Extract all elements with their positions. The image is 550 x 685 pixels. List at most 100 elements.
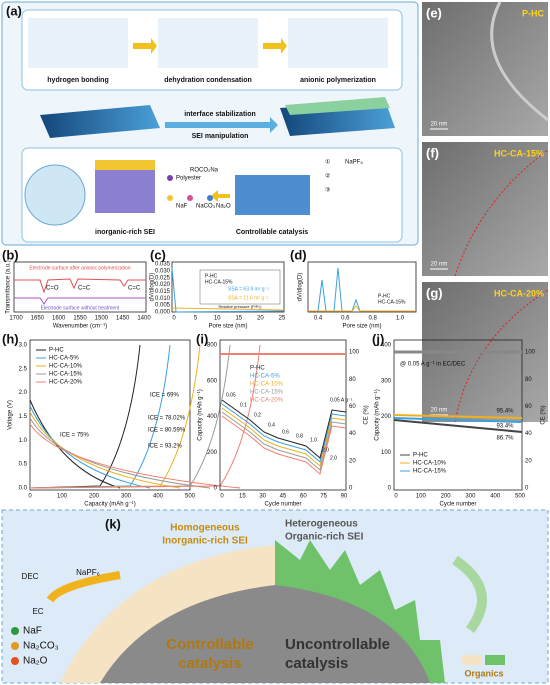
ice-label: ICE = 78.02% <box>148 416 186 422</box>
plot-frame <box>29 339 191 491</box>
note: Electrode surface without treatment <box>41 305 120 311</box>
rate-label: 0.8 <box>296 433 303 439</box>
ice-label: ICE = 69% <box>150 393 180 399</box>
legend-label: P-HC <box>49 348 64 354</box>
arrow-label: SEI manipulation <box>192 133 249 140</box>
x-tick-label: 90 <box>341 494 348 500</box>
note: Electrode surface after anionic polymeri… <box>29 265 130 271</box>
caption: catalysis <box>285 655 348 672</box>
legend-label: HC-CA-20% <box>250 398 284 404</box>
legend-label: P-HC <box>413 453 428 459</box>
caption: inorganic-rich SEI <box>95 229 155 236</box>
panel-label: (b) <box>2 247 19 262</box>
legend-label: HC-CA-15% <box>250 390 284 396</box>
x-tick-label: 1450 <box>116 316 130 322</box>
legend-label: Na₂O <box>23 656 48 667</box>
legend-label: NaCO₃ <box>196 204 216 210</box>
rate-label: 2.0 <box>322 447 329 453</box>
legend-dot <box>11 627 19 635</box>
edge <box>490 1 549 122</box>
inset-axis: Relative pressure (P/P₀) <box>218 304 262 309</box>
legend-label: P-HC <box>205 273 218 279</box>
x-tick-label: 0.6 <box>341 316 350 322</box>
caption: Controllable <box>166 636 254 653</box>
arrow <box>211 190 230 202</box>
sei-sphere <box>24 164 86 226</box>
x-tick-label: 75 <box>320 494 327 500</box>
curve <box>221 403 347 463</box>
panel-label: (g) <box>426 285 443 300</box>
peak-label: C=O <box>46 286 59 292</box>
x-tick-label: 45 <box>280 494 287 500</box>
edge <box>454 289 549 423</box>
legend-label: ROCO₂Na <box>190 168 219 174</box>
y-tick-label: 3.0 <box>19 343 28 349</box>
step-label: anionic polymerization <box>300 77 376 84</box>
y-tick-label: 0.015 <box>155 289 171 295</box>
curve <box>171 307 285 311</box>
step-image <box>158 18 258 68</box>
panel-label: (c) <box>150 247 166 262</box>
panel-label: (f) <box>426 145 439 160</box>
panel-label: (j) <box>372 331 384 346</box>
legend-label: P-HC <box>250 366 265 372</box>
legend-label: HC-CA-5% <box>250 374 280 380</box>
legend-label: HC-CA-20% <box>49 380 83 386</box>
molecule-label: EC <box>32 607 43 616</box>
legend-label: HC-CA-10% <box>49 364 83 370</box>
y-tick-label: 100 <box>381 450 392 456</box>
curve <box>29 417 211 489</box>
y-tick-label: 800 <box>207 343 218 349</box>
plot-frame <box>219 339 347 491</box>
x-tick-label: 1600 <box>52 316 66 322</box>
panel-label: (k) <box>105 516 121 531</box>
x-tick-label: 60 <box>300 494 307 500</box>
step-number: ② <box>325 173 330 180</box>
rate-label: 2.0 <box>330 455 337 461</box>
carbon <box>100 585 275 683</box>
curve <box>393 419 523 433</box>
curve <box>221 415 347 475</box>
x-tick-label: 200 <box>441 494 452 500</box>
y-tick-label: 0.0 <box>19 486 28 492</box>
arrow-label: interface stabilization <box>184 111 256 118</box>
axis-label: Transmittance (a.u.) <box>6 260 12 313</box>
title: Inorganic-rich SEI <box>162 536 248 547</box>
y-tick-label: 0.000 <box>155 310 171 316</box>
y-tick-label: 40 <box>349 431 356 437</box>
step-label: dehydration condensation <box>164 77 252 84</box>
legend-label: HC-CA-15% <box>205 279 233 285</box>
x-tick-label: 20 <box>257 316 264 322</box>
y-tick-label: 0 <box>525 486 529 492</box>
scale-label: 20 nm <box>431 122 448 128</box>
arrow <box>165 117 278 133</box>
axis-label: Pore size (nm) <box>208 324 247 330</box>
y-tick-label: 100 <box>349 350 360 356</box>
y-tick-label: 0 <box>349 486 353 492</box>
y-tick-label: 100 <box>525 350 536 356</box>
curve <box>29 423 241 489</box>
step-number: ① <box>325 159 330 166</box>
edge <box>454 149 549 277</box>
catalysis-block <box>235 175 310 215</box>
panel-label: (e) <box>426 5 442 20</box>
plot-frame <box>307 261 417 313</box>
y-tick-label: 300 <box>381 378 392 384</box>
curve <box>221 399 347 459</box>
y-tick-label: 60 <box>525 404 532 410</box>
legend-label: NaF <box>23 626 42 637</box>
curve <box>29 344 171 489</box>
peak-label: C=C <box>78 286 91 292</box>
x-tick-label: 400 <box>490 494 501 500</box>
legend-dot <box>207 195 213 201</box>
legend-dot <box>167 175 173 181</box>
legend-label: HC-CA-10% <box>413 461 447 467</box>
y-tick-label: 0.025 <box>155 275 171 281</box>
x-tick-label: 0.8 <box>368 316 377 322</box>
ice-label: ICE = 75% <box>60 433 90 439</box>
x-tick-label: 0 <box>28 494 32 500</box>
inset <box>199 269 281 305</box>
retention-label: 93.4% <box>496 424 514 430</box>
axis-label: Cycle number <box>264 502 301 508</box>
caption: Uncontrollable <box>285 636 390 653</box>
